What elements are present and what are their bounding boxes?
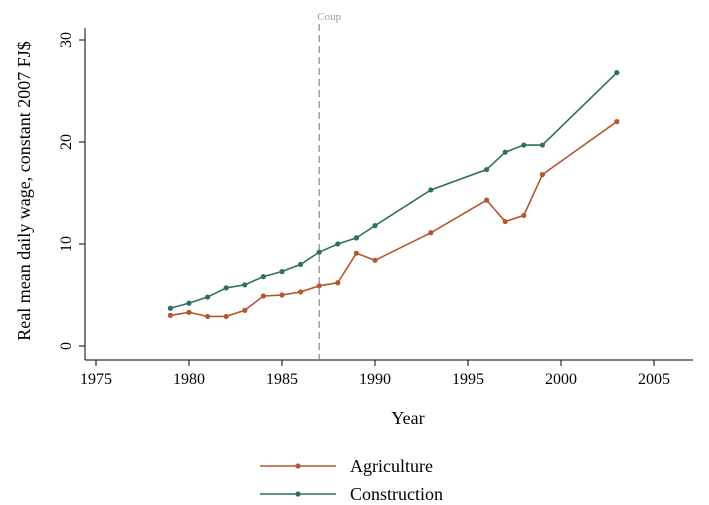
data-point-construction bbox=[205, 294, 211, 300]
y-axis-label: Real mean daily wage, constant 2007 FJ$ bbox=[14, 41, 34, 340]
y-tick-label: 0 bbox=[58, 342, 75, 350]
x-tick-label: 2000 bbox=[545, 371, 577, 388]
data-point-construction bbox=[298, 261, 304, 267]
y-tick-label: 20 bbox=[58, 134, 75, 150]
data-point-construction bbox=[316, 249, 322, 255]
x-tick-label: 1990 bbox=[359, 371, 391, 388]
data-point-agriculture bbox=[372, 257, 378, 263]
coup-annotation: Coup bbox=[317, 11, 342, 360]
x-tick-label: 1995 bbox=[452, 371, 484, 388]
data-point-construction bbox=[279, 268, 285, 275]
data-point-construction bbox=[335, 241, 341, 247]
data-point-agriculture bbox=[167, 312, 173, 318]
x-tick-label: 1975 bbox=[80, 371, 112, 388]
coup-annotation-label: Coup bbox=[317, 11, 341, 23]
legend-item-construction: Construction bbox=[260, 484, 443, 504]
x-axis-ticks: 1975 1980 1985 1990 1995 2000 2005 bbox=[80, 360, 670, 388]
y-tick-label: 30 bbox=[58, 32, 75, 48]
data-point-agriculture bbox=[186, 309, 192, 315]
data-point-agriculture bbox=[428, 230, 434, 236]
data-point-agriculture bbox=[521, 212, 527, 219]
data-point-construction bbox=[260, 274, 266, 280]
data-point-construction bbox=[484, 166, 490, 173]
data-point-agriculture bbox=[353, 250, 359, 256]
x-tick-label: 1985 bbox=[266, 371, 298, 388]
data-point-agriculture bbox=[223, 313, 229, 320]
data-point-construction bbox=[167, 305, 173, 311]
x-tick-label: 2005 bbox=[638, 371, 670, 388]
data-point-agriculture bbox=[614, 119, 620, 125]
data-point-agriculture bbox=[484, 197, 490, 203]
data-point-construction bbox=[502, 149, 508, 155]
data-point-construction bbox=[372, 223, 378, 229]
data-point-agriculture bbox=[502, 218, 508, 225]
y-tick-label: 10 bbox=[58, 236, 75, 252]
legend-label-agriculture: Agriculture bbox=[350, 456, 433, 476]
data-point-agriculture bbox=[539, 172, 546, 178]
data-point-agriculture bbox=[205, 313, 211, 320]
legend-swatch-marker-construction bbox=[295, 491, 301, 497]
legend-label-construction: Construction bbox=[350, 484, 443, 504]
data-point-construction bbox=[614, 70, 620, 76]
data-point-agriculture bbox=[260, 293, 266, 299]
legend-swatch-marker-agriculture bbox=[295, 463, 301, 469]
data-point-construction bbox=[186, 300, 192, 306]
series-line-construction bbox=[170, 72, 618, 310]
data-point-agriculture bbox=[298, 289, 304, 295]
legend: Agriculture Construction bbox=[260, 456, 443, 504]
data-point-construction bbox=[223, 285, 229, 291]
data-point-agriculture bbox=[242, 307, 248, 313]
data-point-construction bbox=[521, 142, 527, 148]
data-point-construction bbox=[242, 282, 248, 288]
data-point-construction bbox=[428, 187, 434, 193]
x-axis-label: Year bbox=[391, 408, 424, 428]
data-point-construction bbox=[539, 142, 546, 148]
series-group bbox=[167, 70, 620, 320]
legend-item-agriculture: Agriculture bbox=[260, 456, 433, 476]
series-line-agriculture bbox=[170, 120, 618, 318]
data-point-agriculture bbox=[279, 292, 285, 298]
data-point-agriculture bbox=[316, 283, 322, 289]
y-axis-ticks: 0 10 20 30 bbox=[58, 32, 85, 350]
data-point-agriculture bbox=[335, 280, 341, 286]
x-tick-label: 1980 bbox=[173, 371, 205, 388]
data-point-construction bbox=[353, 235, 359, 241]
